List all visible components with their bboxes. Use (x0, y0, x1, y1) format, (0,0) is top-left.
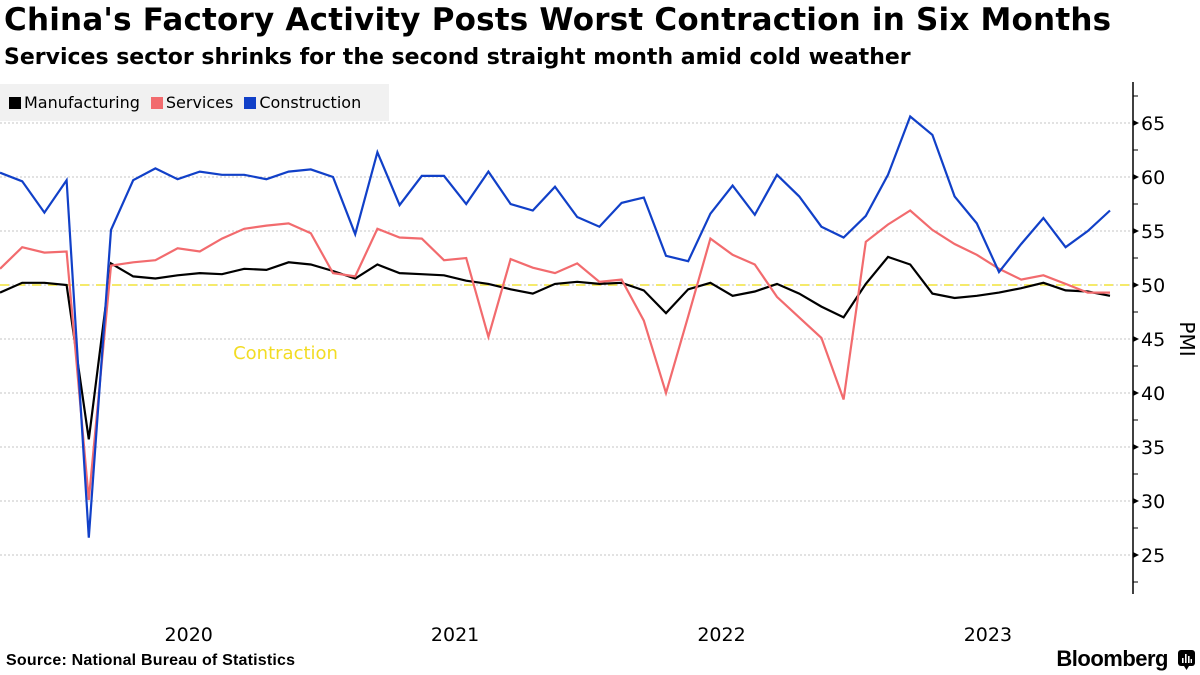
y-major-tick (1133, 282, 1139, 288)
x-tick-label: 2020 (165, 624, 213, 646)
legend-item-services[interactable]: Services (150, 93, 234, 112)
y-major-tick (1133, 228, 1139, 234)
y-tick-label: 35 (1141, 437, 1165, 459)
x-axis-labels: 2020 2021 2022 2023 (165, 624, 1013, 646)
bloomberg-logo: Bloomberg (1056, 646, 1168, 671)
y-major-tick (1133, 336, 1139, 342)
chart-subtitle: Services sector shrinks for the second s… (4, 45, 911, 70)
y-major-tick (1133, 120, 1139, 126)
y-axis-label: PMI (1175, 321, 1199, 356)
y-tick-label: 25 (1141, 545, 1165, 567)
legend-label: Manufacturing (24, 93, 140, 112)
y-tick-label: 50 (1141, 275, 1165, 297)
legend-label: Construction (259, 93, 362, 112)
y-major-tick (1133, 552, 1139, 558)
source-note: Source: National Bureau of Statistics (6, 652, 296, 669)
legend-swatch-construction (244, 96, 257, 109)
legend-swatch-manufacturing (9, 96, 21, 109)
y-major-tick (1133, 498, 1139, 504)
x-tick-label: 2023 (964, 624, 1012, 646)
y-major-tick (1133, 444, 1139, 450)
contraction-annotation: Contraction (233, 343, 338, 364)
series-group (0, 114, 1111, 538)
y-tick-label: 40 (1141, 383, 1165, 405)
y-tick-label: 30 (1141, 491, 1165, 513)
y-axis: 25 30 35 40 45 50 55 60 65 (1132, 82, 1165, 594)
legend-item-construction[interactable]: Construction (244, 93, 361, 112)
legend-label: Services (165, 93, 234, 112)
legend-swatch-services (150, 96, 163, 109)
y-major-tick (1133, 390, 1139, 396)
x-tick-label: 2022 (697, 624, 745, 646)
y-tick-label: 65 (1141, 113, 1165, 135)
gridlines (0, 122, 1133, 556)
y-tick-label: 45 (1141, 329, 1165, 351)
bloomberg-terminal-icon (1178, 650, 1195, 670)
y-tick-label: 60 (1141, 167, 1165, 189)
legend: Manufacturing Services Construction (0, 84, 389, 121)
y-tick-label: 55 (1141, 221, 1165, 243)
series-line-services (0, 209, 1110, 501)
x-tick-label: 2021 (431, 624, 479, 646)
chart-title: China's Factory Activity Posts Worst Con… (4, 2, 1112, 38)
y-major-tick (1133, 174, 1139, 180)
series-line-construction (0, 114, 1111, 538)
series-line-manufacturing (0, 255, 1111, 440)
legend-item-manufacturing[interactable]: Manufacturing (9, 93, 140, 112)
